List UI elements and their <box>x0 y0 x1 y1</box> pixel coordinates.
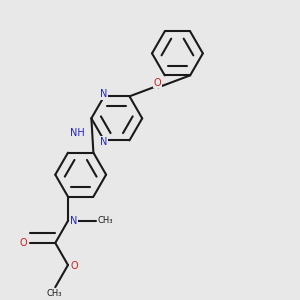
Text: O: O <box>154 78 161 88</box>
Text: O: O <box>71 261 79 271</box>
Text: CH₃: CH₃ <box>98 216 113 225</box>
Text: CH₃: CH₃ <box>47 290 62 298</box>
Text: N: N <box>100 89 108 99</box>
Text: N: N <box>100 137 108 147</box>
Text: NH: NH <box>70 128 85 138</box>
Text: N: N <box>70 216 78 226</box>
Text: O: O <box>19 238 27 248</box>
